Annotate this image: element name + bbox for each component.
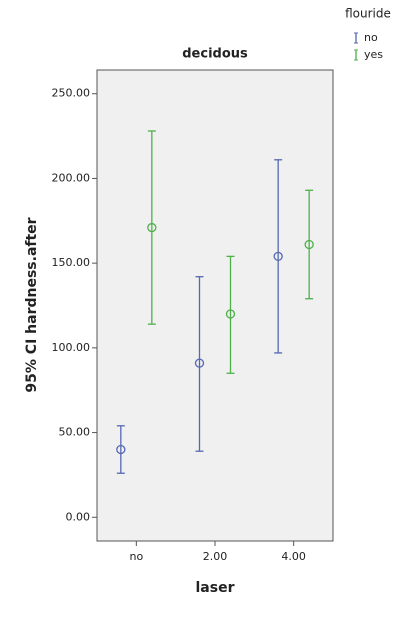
- y-tick-label: 50.00: [59, 426, 91, 439]
- mean-marker: [194, 358, 205, 368]
- mean-marker: [273, 251, 283, 262]
- x-tick-label: 2.00: [203, 550, 228, 563]
- x-tick-label: no: [129, 550, 143, 563]
- y-tick-label: 250.00: [52, 87, 91, 100]
- chart-title: decidous: [182, 47, 248, 62]
- mean-marker: [225, 309, 236, 319]
- mean-marker: [304, 239, 314, 250]
- x-axis-label: laser: [196, 580, 235, 596]
- mean-marker: [147, 222, 157, 233]
- y-tick-label: 150.00: [52, 256, 91, 269]
- legend-label: no: [364, 31, 378, 44]
- legend-label: yes: [364, 48, 383, 61]
- y-axis-label: 95% CI hardness.after: [24, 217, 40, 392]
- plot-area: [96, 69, 334, 542]
- x-tick-label: 4.00: [281, 550, 306, 563]
- y-tick-label: 100.00: [52, 341, 91, 354]
- y-tick-label: 0.00: [66, 510, 91, 523]
- y-tick-label: 200.00: [52, 171, 91, 184]
- mean-marker: [116, 444, 126, 455]
- legend-title: flouride: [345, 7, 391, 21]
